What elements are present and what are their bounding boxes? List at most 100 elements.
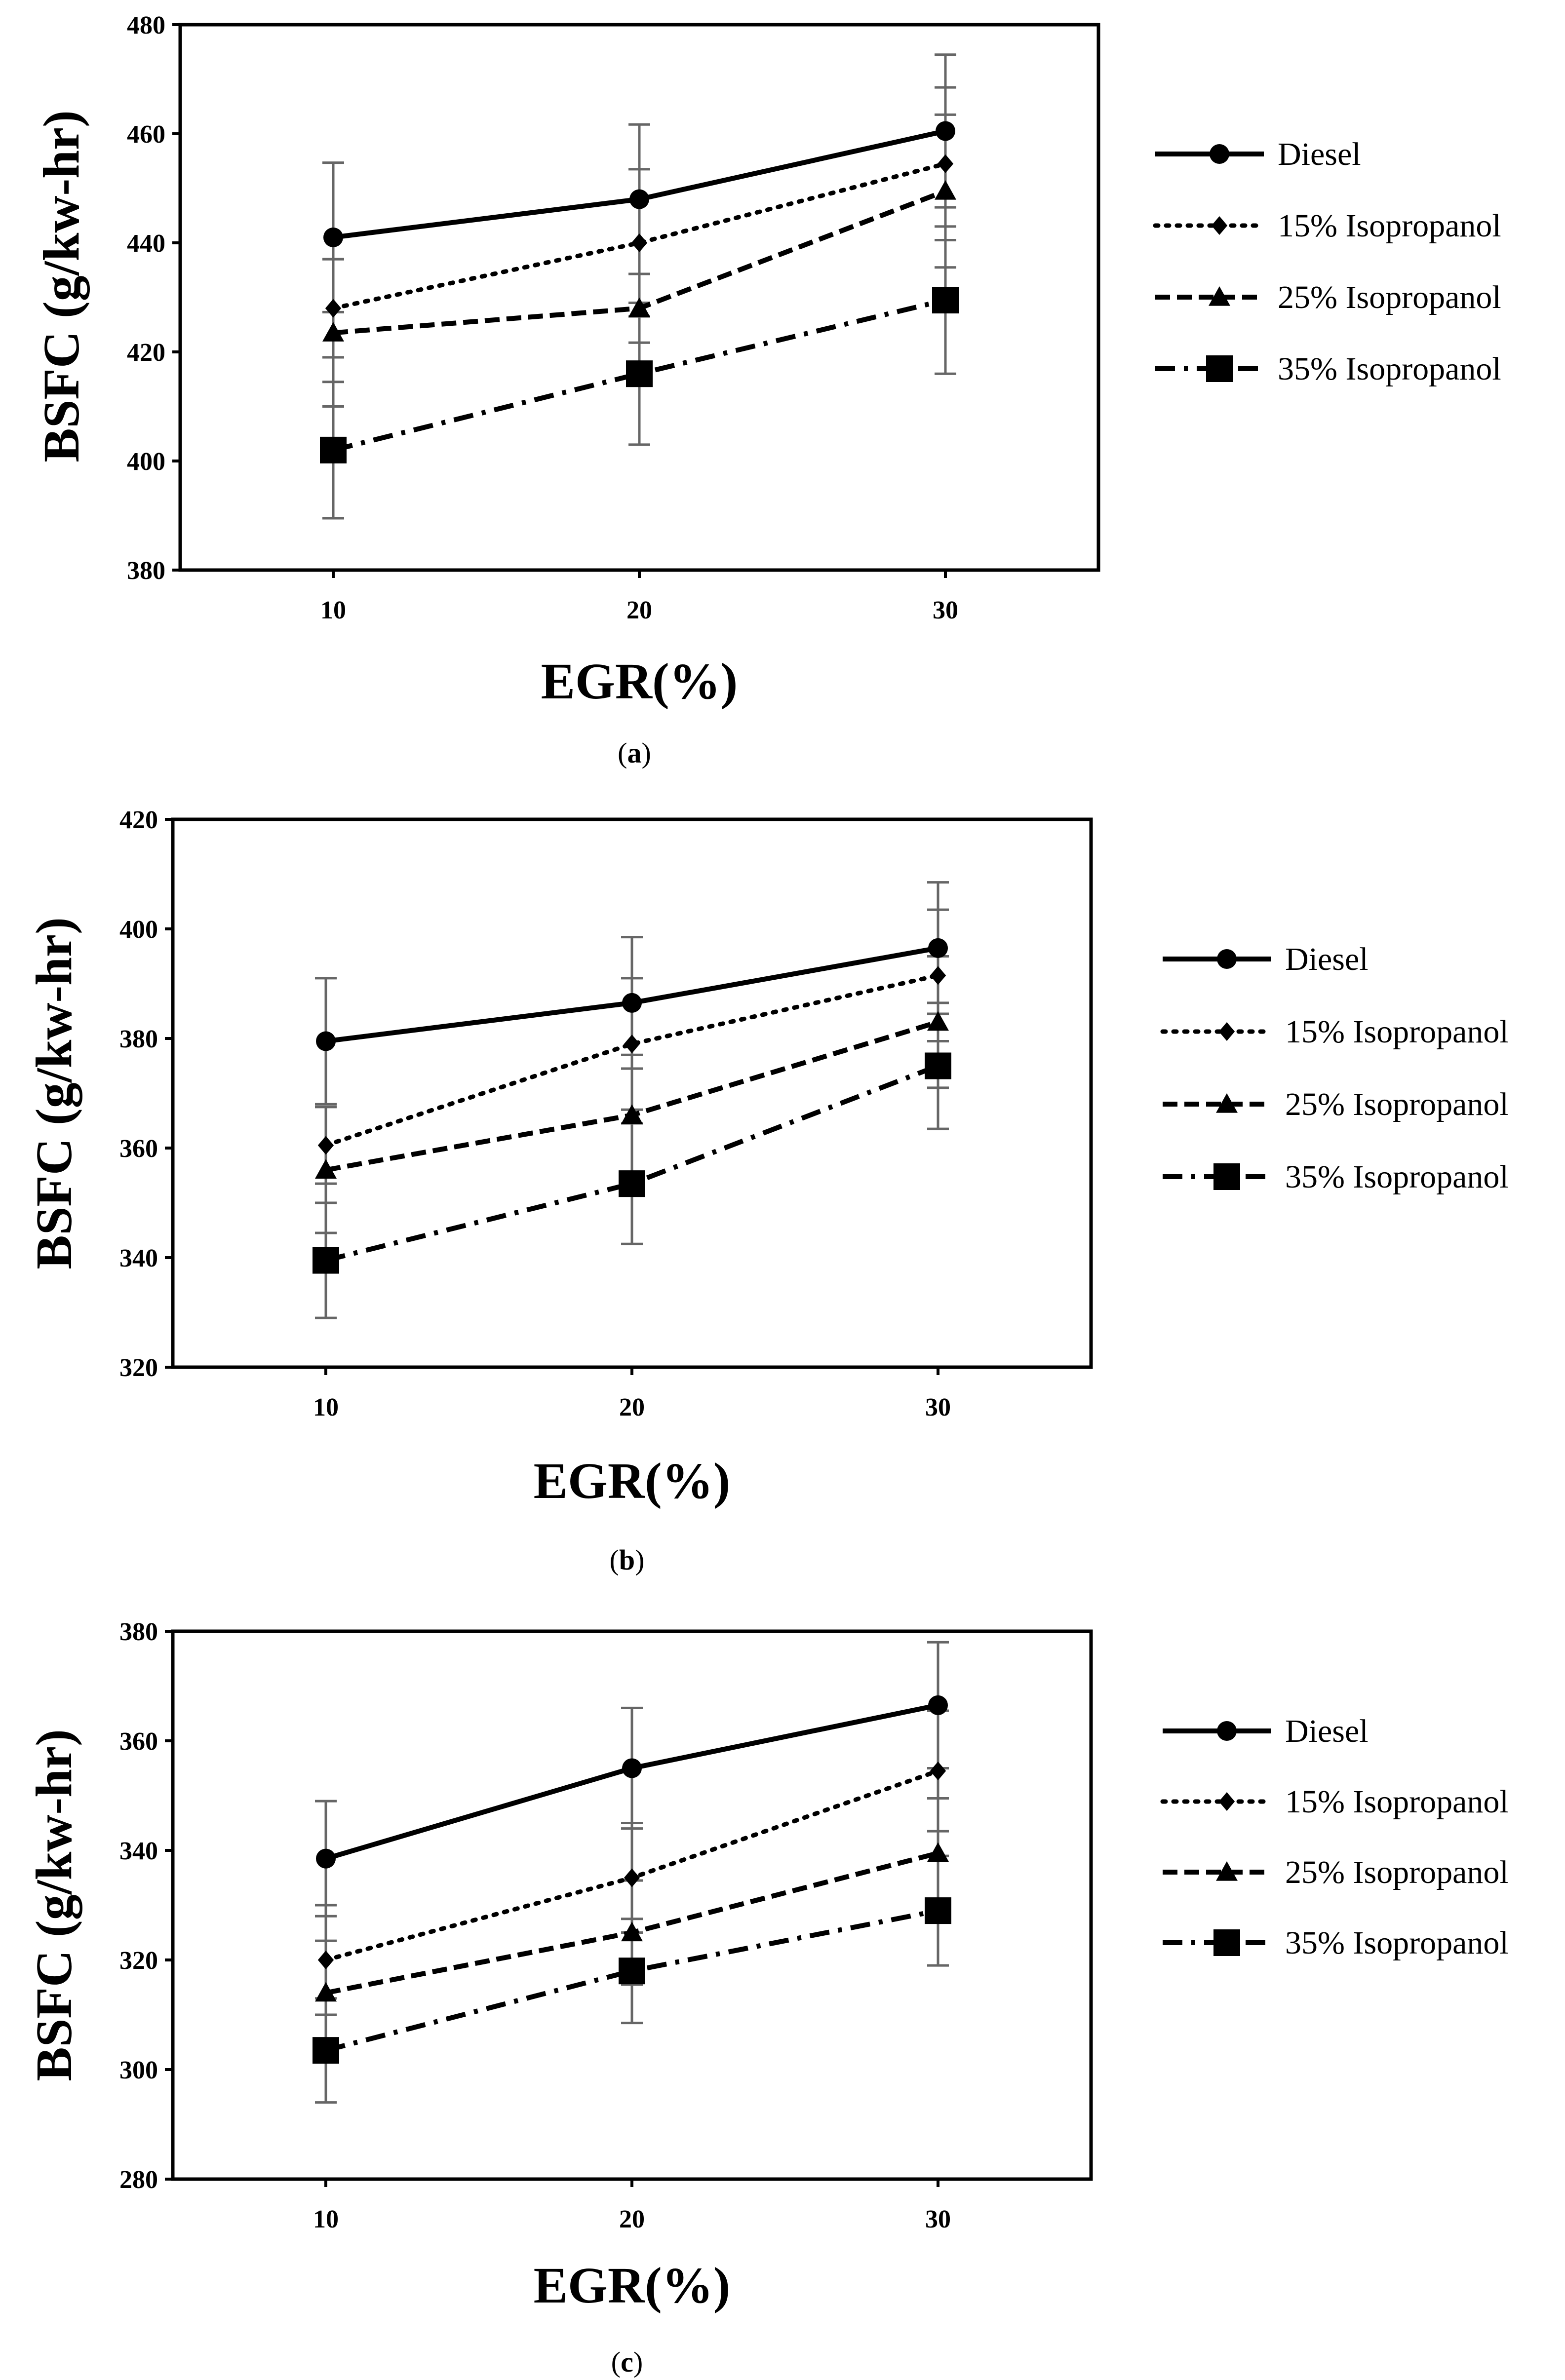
x-tick-label: 20 <box>626 596 652 624</box>
data-point-triangle <box>322 322 344 342</box>
legend-label: 15% Isopropanol <box>1278 208 1501 244</box>
x-tick-label: 20 <box>619 2205 645 2233</box>
panel-caption: (a) <box>618 737 651 769</box>
data-point-diamond <box>317 1951 334 1969</box>
data-point-diamond <box>631 233 648 252</box>
legend-marker-square <box>1213 1163 1240 1190</box>
x-axis-title: EGR(%) <box>534 1453 731 1509</box>
data-point-circle <box>629 189 649 209</box>
data-point-circle <box>323 227 343 247</box>
legend-marker-circle <box>1217 949 1237 969</box>
data-point-triangle <box>927 1842 949 1862</box>
data-point-triangle <box>621 1104 643 1124</box>
x-axis-title: EGR(%) <box>534 2257 731 2314</box>
y-tick-label: 440 <box>127 230 165 258</box>
data-point-diamond <box>624 1868 640 1887</box>
data-point-square <box>932 287 959 314</box>
data-point-circle <box>316 1848 336 1869</box>
legend-marker-triangle <box>1216 1861 1238 1881</box>
chart-panel-a: 380 400 420 440 460 480 10 20 30 EGR(%) BSFC (g/kw… <box>33 11 1501 769</box>
y-tick-label: 320 <box>119 1947 158 1975</box>
y-axis-title: BSFC (g/kw-hr) <box>26 1729 82 2081</box>
y-tick-label: 400 <box>127 448 165 476</box>
data-point-triangle <box>935 180 956 200</box>
panel-caption: (b) <box>610 1544 645 1576</box>
data-point-circle <box>622 993 642 1013</box>
x-tick-label: 10 <box>320 596 346 624</box>
legend-marker-circle <box>1217 1721 1237 1741</box>
x-tick-label: 30 <box>933 596 958 624</box>
chart-panel-c: 280 300 320 340 360 380 10 20 30 EGR(%) BSFC (g/kw… <box>26 1618 1509 2378</box>
y-tick-label: 280 <box>119 2166 158 2194</box>
data-point-square <box>925 1052 951 1079</box>
legend-label: 25% Isopropanol <box>1285 1086 1509 1122</box>
data-point-square <box>313 2037 339 2064</box>
legend-marker-triangle <box>1209 286 1230 306</box>
y-tick-label: 400 <box>119 916 158 944</box>
panel-caption: (c) <box>611 2346 643 2378</box>
x-tick-label: 30 <box>925 2205 951 2233</box>
legend-marker-diamond <box>1218 1022 1235 1041</box>
legend-label: 25% Isopropanol <box>1285 1854 1509 1890</box>
data-point-triangle <box>628 297 650 317</box>
legend-label: 15% Isopropanol <box>1285 1784 1509 1820</box>
data-point-circle <box>928 938 948 958</box>
legend-label: 35% Isopropanol <box>1285 1159 1509 1195</box>
data-point-diamond <box>325 299 342 318</box>
legend-marker-square <box>1206 355 1233 382</box>
data-point-diamond <box>930 966 946 985</box>
y-tick-label: 360 <box>119 1727 158 1756</box>
data-point-square <box>619 1958 645 1985</box>
y-tick-label: 340 <box>119 1837 158 1865</box>
x-tick-label: 20 <box>619 1393 645 1421</box>
legend-label: 25% Isopropanol <box>1278 279 1501 315</box>
data-point-square <box>619 1170 645 1197</box>
data-point-circle <box>928 1695 948 1715</box>
y-tick-label: 320 <box>119 1354 158 1382</box>
y-tick-label: 460 <box>127 120 165 149</box>
legend-label: Diesel <box>1285 1713 1369 1749</box>
x-tick-label: 10 <box>313 2205 339 2233</box>
data-point-circle <box>936 121 955 141</box>
data-point-square <box>320 436 347 463</box>
y-tick-label: 360 <box>119 1135 158 1163</box>
data-point-square <box>925 1897 951 1924</box>
y-axis-title: BSFC (g/kw-hr) <box>33 110 90 462</box>
legend-marker-diamond <box>1218 1792 1235 1811</box>
data-point-triangle <box>315 1982 337 2002</box>
y-tick-label: 480 <box>127 11 165 39</box>
data-point-triangle <box>621 1921 643 1942</box>
chart-panel-b: 320 340 360 380 400 420 10 20 30 EGR(%) BSFC (g/kw… <box>26 806 1509 1576</box>
legend-marker-triangle <box>1216 1093 1238 1113</box>
legend-label: Diesel <box>1278 136 1361 172</box>
data-point-diamond <box>937 154 954 173</box>
data-point-circle <box>622 1758 642 1778</box>
data-point-diamond <box>317 1136 334 1155</box>
y-tick-label: 420 <box>127 339 165 367</box>
legend-label: 35% Isopropanol <box>1285 1925 1509 1961</box>
y-tick-label: 380 <box>127 557 165 585</box>
data-point-diamond <box>930 1762 946 1781</box>
data-point-square <box>313 1247 339 1274</box>
y-tick-label: 420 <box>119 806 158 834</box>
legend-label: 15% Isopropanol <box>1285 1014 1509 1050</box>
data-point-triangle <box>927 1011 949 1031</box>
y-axis-title: BSFC (g/kw-hr) <box>26 917 82 1269</box>
x-tick-label: 10 <box>313 1393 339 1421</box>
legend-marker-circle <box>1210 144 1229 164</box>
y-tick-label: 380 <box>119 1025 158 1053</box>
legend-marker-square <box>1213 1929 1240 1956</box>
x-axis-title: EGR(%) <box>541 653 738 710</box>
legend-label: Diesel <box>1285 941 1369 977</box>
data-point-diamond <box>624 1035 640 1054</box>
series-line-1 <box>323 973 940 1148</box>
y-tick-label: 340 <box>119 1244 158 1272</box>
y-tick-label: 300 <box>119 2056 158 2084</box>
legend-marker-diamond <box>1211 216 1228 235</box>
legend-label: 35% Isopropanol <box>1278 351 1501 387</box>
y-tick-label: 380 <box>119 1618 158 1646</box>
x-tick-label: 30 <box>925 1393 951 1421</box>
data-point-circle <box>316 1031 336 1051</box>
data-point-square <box>626 360 653 387</box>
